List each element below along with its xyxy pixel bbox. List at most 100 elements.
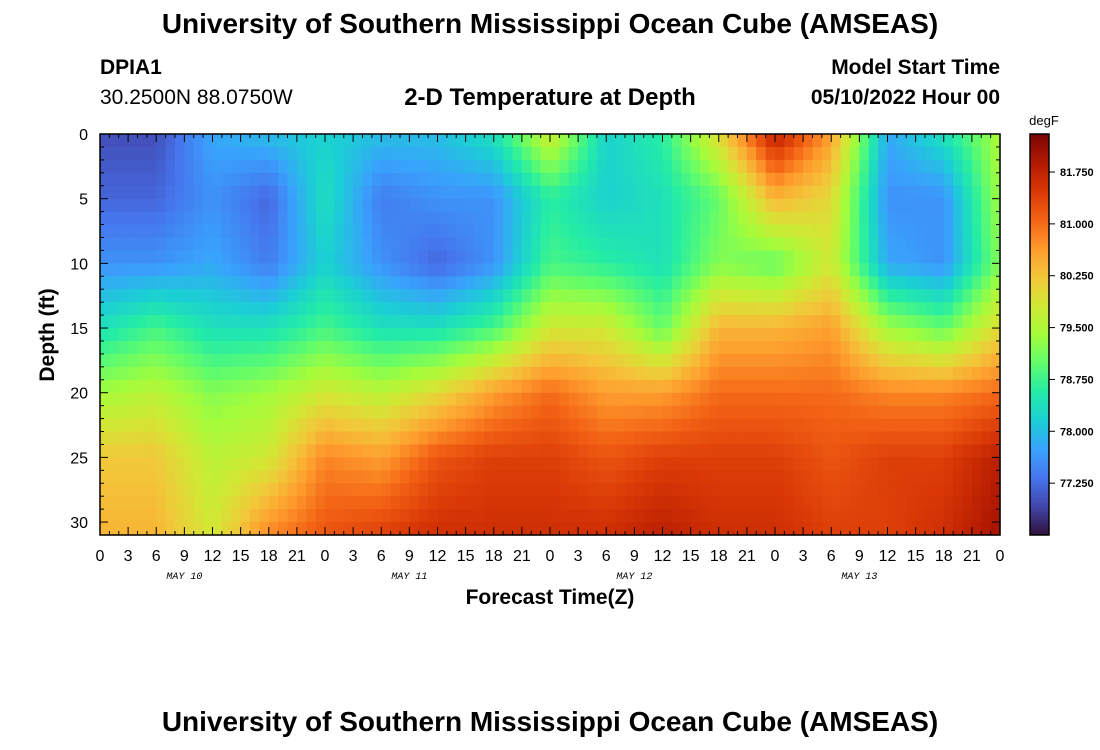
y-tick-label: 5 <box>79 192 88 209</box>
heatmap-cell <box>643 340 654 355</box>
heatmap-cell <box>606 146 617 161</box>
chart-title-repeat: University of Southern Mississippi Ocean… <box>161 706 939 737</box>
heatmap-cell <box>109 224 120 239</box>
heatmap-cell <box>793 405 804 420</box>
heatmap-cell <box>428 237 439 252</box>
heatmap-cell <box>128 263 139 277</box>
heatmap-cell <box>596 159 607 174</box>
heatmap-cell <box>559 509 570 523</box>
heatmap-cell <box>737 366 748 381</box>
heatmap-cell <box>709 198 720 213</box>
heatmap-cell <box>934 444 945 458</box>
heatmap-cell <box>765 444 776 458</box>
heatmap-cell <box>915 146 926 161</box>
heatmap-cell <box>840 457 851 471</box>
heatmap-cell <box>371 185 382 200</box>
heatmap-cell <box>934 250 945 264</box>
heatmap-cell <box>550 328 560 342</box>
heatmap-cell <box>203 172 214 187</box>
heatmap-cell <box>878 302 889 316</box>
heatmap-cell <box>906 431 917 446</box>
heatmap-cell <box>250 340 260 355</box>
heatmap-cell <box>428 224 439 239</box>
heatmap-cell <box>540 134 551 148</box>
x-tick-label: 18 <box>260 548 278 565</box>
heatmap-cell <box>756 328 767 342</box>
heatmap-cell <box>428 276 439 290</box>
heatmap-cell <box>503 250 514 264</box>
heatmap-cell <box>268 224 279 239</box>
heatmap-cell <box>784 431 795 446</box>
heatmap-cell <box>268 483 279 497</box>
heatmap-cell <box>943 366 954 381</box>
heatmap-cell <box>428 353 439 368</box>
heatmap-cell <box>606 522 617 536</box>
heatmap-cell <box>540 444 551 458</box>
heatmap-cell <box>981 146 992 161</box>
heatmap-cell <box>728 211 739 226</box>
heatmap-cell <box>475 509 485 523</box>
heatmap-cell <box>484 302 495 316</box>
heatmap-cell <box>118 172 129 187</box>
heatmap-cell <box>100 405 110 420</box>
heatmap-cell <box>400 353 410 368</box>
heatmap-cell <box>512 159 523 174</box>
heatmap-cell <box>596 237 607 252</box>
heatmap-cell <box>962 457 973 471</box>
heatmap-cell <box>746 483 757 497</box>
heatmap-cell <box>193 470 204 484</box>
heatmap-cell <box>596 172 607 187</box>
heatmap-cell <box>250 444 260 458</box>
heatmap-cell <box>456 172 467 187</box>
heatmap-cell <box>400 159 410 174</box>
heatmap-cell <box>587 263 598 277</box>
heatmap-cell <box>278 134 289 148</box>
heatmap-cell <box>690 366 701 381</box>
heatmap-cell <box>418 289 429 303</box>
heatmap-cell <box>953 159 964 174</box>
heatmap-cell <box>137 211 148 226</box>
heatmap-cell <box>231 159 242 174</box>
heatmap-cell <box>493 496 504 510</box>
heatmap-cell <box>428 146 439 161</box>
heatmap-cell <box>868 392 879 407</box>
heatmap-cell <box>850 211 860 226</box>
heatmap-cell <box>278 198 289 213</box>
heatmap-cell <box>550 263 560 277</box>
x-tick-label: 15 <box>457 548 475 565</box>
heatmap-cell <box>118 276 129 290</box>
heatmap-cell <box>128 340 139 355</box>
heatmap-cell <box>709 431 720 446</box>
x-tick-label: 15 <box>232 548 250 565</box>
heatmap-cell <box>540 198 551 213</box>
heatmap-cell <box>240 146 251 161</box>
heatmap-cell <box>418 302 429 316</box>
heatmap-cell <box>325 315 335 329</box>
heatmap-cell <box>118 211 129 226</box>
heatmap-cell <box>746 276 757 290</box>
heatmap-cell <box>456 405 467 420</box>
heatmap-cell <box>559 457 570 471</box>
heatmap-cell <box>887 134 898 148</box>
heatmap-cell <box>231 315 242 329</box>
heatmap-cell <box>531 237 542 252</box>
heatmap-cell <box>137 224 148 239</box>
heatmap-cell <box>409 185 420 200</box>
heatmap-cell <box>137 172 148 187</box>
heatmap-cell <box>540 211 551 226</box>
heatmap-cell <box>568 263 579 277</box>
heatmap-cell <box>390 224 401 239</box>
heatmap-cell <box>521 237 532 252</box>
x-tick-label: 3 <box>574 548 583 565</box>
heatmap-cell <box>446 263 457 277</box>
heatmap-cell <box>240 302 251 316</box>
heatmap-cell <box>953 340 964 355</box>
heatmap-cell <box>128 134 139 148</box>
heatmap-cell <box>390 366 401 381</box>
heatmap-cell <box>193 444 204 458</box>
heatmap-cell <box>831 224 842 239</box>
heatmap-cell <box>728 159 739 174</box>
heatmap-cell <box>353 483 364 497</box>
heatmap-cell <box>334 366 345 381</box>
heatmap-cell <box>840 172 851 187</box>
